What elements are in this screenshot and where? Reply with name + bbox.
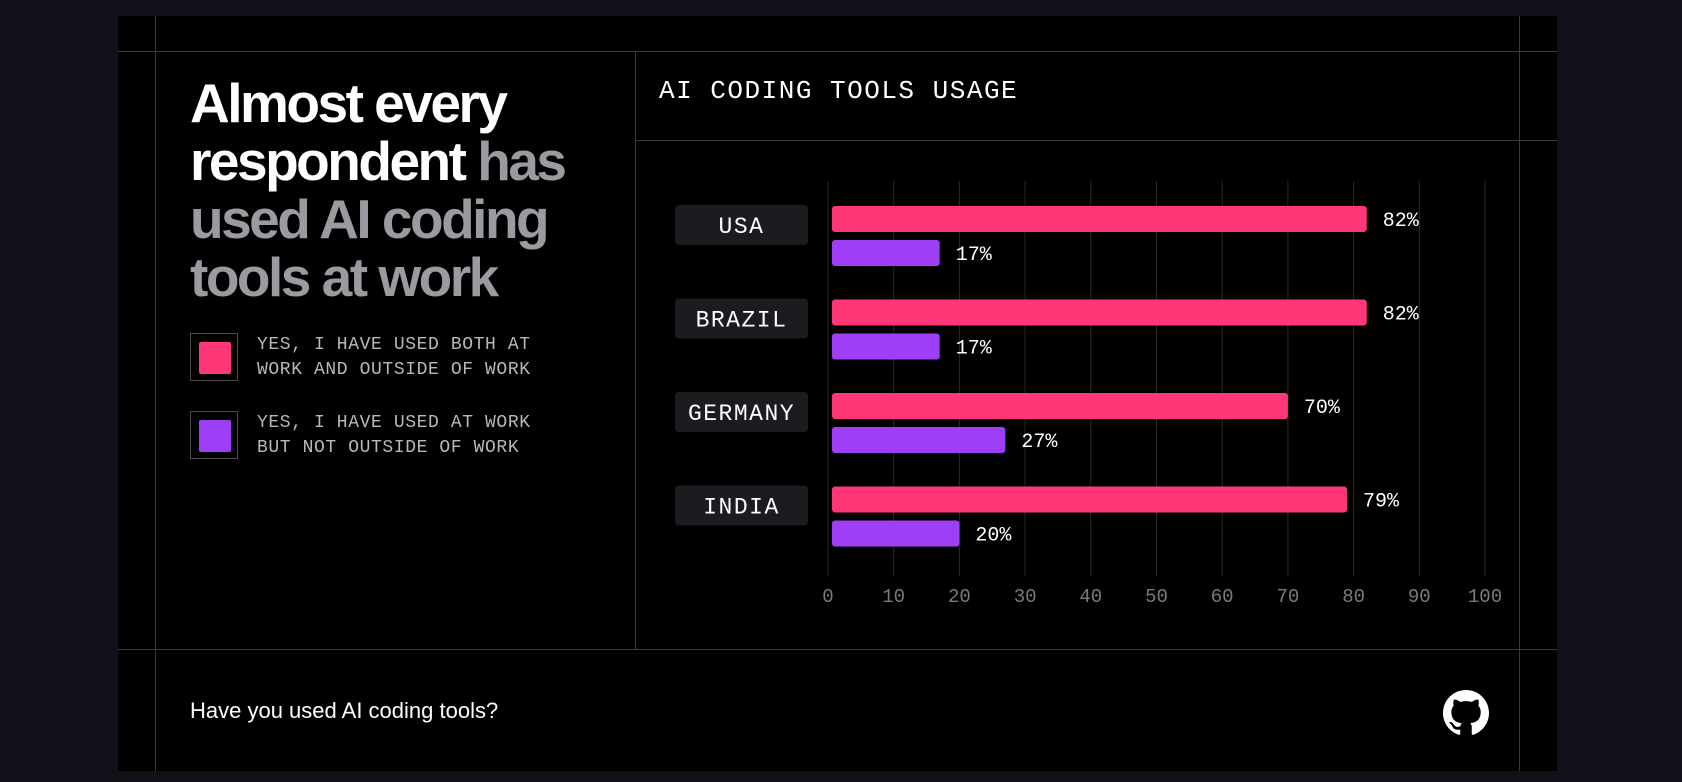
bar-value-label: 82% [1383,304,1420,327]
legend-label-line: YES, I HAVE USED BOTH AT [257,335,531,355]
footer-question: Have you used AI coding tools? [190,698,499,723]
bar-both [832,393,1288,419]
bar-both [832,299,1367,326]
x-tick-label: 60 [1211,586,1234,608]
legend-swatch-purple [199,420,231,452]
bar-work-only [832,240,940,266]
legend-label-line: YES, I HAVE USED AT WORK [257,413,531,433]
category-label-pill [675,392,808,432]
legend-swatch-frame [190,333,238,381]
category-label: USA [719,214,765,240]
panel-divider-line [635,52,636,650]
bar-work-only [832,427,1006,453]
x-tick-label: 30 [1014,586,1037,608]
x-tick-label: 70 [1276,586,1299,608]
legend-label-line: WORK AND OUTSIDE OF WORK [257,360,531,380]
x-tick-label: 10 [882,586,905,608]
legend-swatch-frame [190,411,238,459]
bar-value-label: 70% [1304,397,1341,420]
left-frame-line [155,16,156,771]
x-tick-label: 50 [1145,586,1168,608]
github-icon[interactable] [1443,690,1489,736]
legend-label: YES, I HAVE USED BOTH AT WORK AND OUTSID… [257,333,577,383]
x-tick-label: 0 [822,586,833,608]
bar-value-label: 17% [956,244,993,267]
chart-title: AI CODING TOOLS USAGE [659,76,1019,106]
category-label-pill [675,205,808,245]
x-tick-label: 90 [1408,586,1431,608]
x-tick-label: 20 [948,586,971,608]
bar-value-label: 82% [1383,210,1420,233]
infographic-card: Almost every respondent has used AI codi… [118,16,1557,771]
headline-grey-part: has used AI coding tools at work [190,130,567,308]
legend-label-line: BUT NOT OUTSIDE OF WORK [257,438,520,458]
category-label-pill [675,298,808,339]
bar-value-label: 17% [956,338,993,361]
headline: Almost every respondent has used AI codi… [190,74,630,306]
category-label: GERMANY [688,401,795,427]
bar-value-label: 79% [1363,491,1400,514]
bar-value-label: 27% [1021,431,1058,454]
top-frame-line [118,51,1557,52]
legend-label: YES, I HAVE USED AT WORK BUT NOT OUTSIDE… [257,411,577,461]
x-tick-label: 40 [1079,586,1102,608]
bar-work-only [832,520,960,547]
x-tick-label: 100 [1468,586,1502,608]
chart-title-divider [635,140,1557,141]
bar-both [832,206,1367,232]
category-label: BRAZIL [696,308,788,334]
x-tick-label: 80 [1342,586,1365,608]
bar-value-label: 20% [975,525,1012,548]
bar-work-only [832,333,940,360]
category-label: INDIA [703,495,780,521]
legend-swatch-pink [199,342,231,374]
footer-divider [118,649,1557,650]
bar-chart: 0 10 20 30 40 50 60 70 80 90 100 USA 82% 17% BRAZIL 82%… [675,181,1502,608]
right-frame-line [1519,16,1520,771]
headline-white-part: Almost every respondent [190,72,508,192]
category-label-pill [675,485,808,526]
bar-both [832,486,1348,513]
